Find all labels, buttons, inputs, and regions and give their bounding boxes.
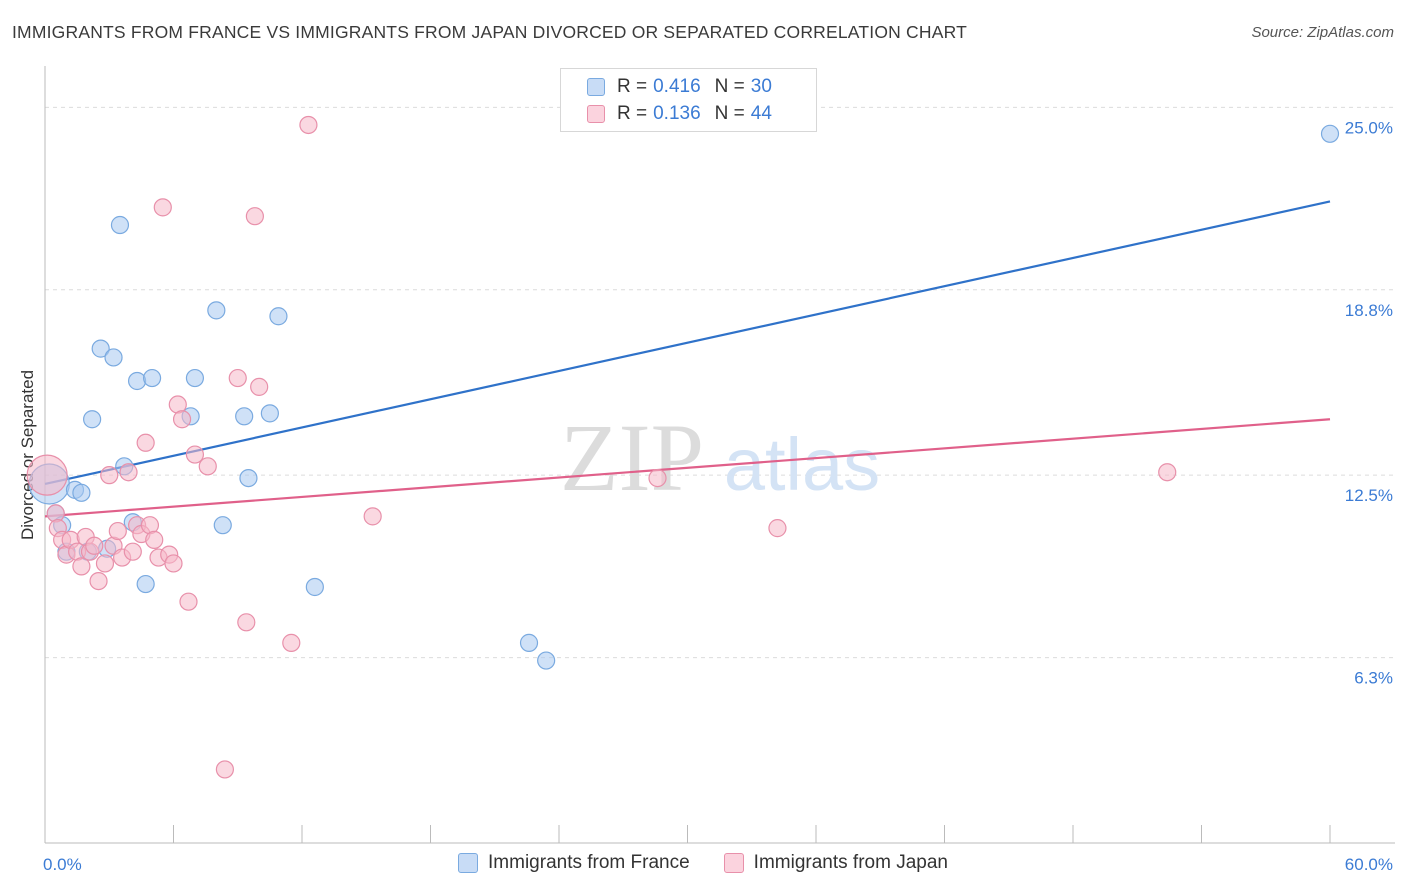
data-point-france: [104, 348, 123, 367]
watermark: ZIP atlas: [560, 404, 880, 511]
data-points: [26, 101, 1340, 779]
data-point-japan: [26, 454, 68, 496]
legend-row-france: R = 0.416 N = 30: [587, 74, 772, 100]
data-point-japan: [95, 554, 115, 573]
data-point-japan: [89, 571, 108, 591]
data-point-japan: [123, 542, 142, 561]
data-point-japan: [179, 592, 198, 611]
data-point-france: [142, 368, 162, 388]
y-tick-label: 6.3%: [1354, 669, 1393, 688]
data-point-japan: [153, 198, 172, 217]
data-point-japan: [145, 530, 164, 549]
y-tick-label: 18.8%: [1345, 301, 1393, 320]
axes: [44, 66, 1395, 844]
data-point-france: [239, 468, 258, 488]
data-point-japan: [198, 457, 217, 476]
y-tick-label: 12.5%: [1345, 486, 1393, 505]
x-tick-label: 0.0%: [43, 855, 82, 874]
data-point-france: [185, 368, 205, 388]
legend-row-japan: R = 0.136 N = 44: [587, 101, 772, 127]
x-tick-label: 60.0%: [1345, 855, 1393, 874]
data-point-japan: [172, 410, 192, 429]
legend-swatch-japan: [587, 105, 605, 123]
trend-line-france: [44, 200, 1331, 486]
series-legend-japan[interactable]: Immigrants from Japan: [723, 852, 948, 874]
data-point-japan: [363, 507, 382, 526]
data-point-france: [519, 633, 539, 652]
series-legend-france[interactable]: Immigrants from France: [458, 852, 690, 874]
data-point-france: [235, 407, 254, 426]
trend-lines: [44, 200, 1331, 518]
legend-n-label: N =: [714, 76, 745, 97]
stats-legend: R = 0.416 N = 30 R = 0.136 N = 44: [560, 68, 817, 132]
legend-r-value: 0.416: [653, 76, 701, 97]
data-point-france: [537, 651, 556, 670]
data-point-france: [269, 307, 288, 326]
series-label-france: Immigrants from France: [488, 852, 690, 873]
legend-r-label: R =: [617, 103, 648, 124]
data-point-japan: [282, 633, 301, 652]
chart-title: IMMIGRANTS FROM FRANCE VS IMMIGRANTS FRO…: [12, 22, 968, 42]
legend-swatch-france: [587, 78, 605, 96]
data-point-japan: [237, 613, 256, 632]
tick-labels: 6.3% 12.5% 18.8% 25.0% 0.0% 60.0%: [43, 118, 1393, 874]
data-point-france: [305, 577, 324, 597]
data-point-france: [136, 574, 155, 594]
data-point-japan: [119, 463, 138, 482]
data-point-japan: [648, 468, 667, 488]
data-point-france: [127, 371, 147, 391]
series-label-japan: Immigrants from Japan: [753, 852, 948, 873]
data-point-japan: [215, 760, 234, 779]
y-tick-label: 25.0%: [1345, 118, 1393, 137]
legend-n-label: N =: [714, 103, 745, 124]
watermark-zip: ZIP: [560, 404, 704, 511]
data-point-japan: [1158, 463, 1177, 482]
grid-lines: [45, 106, 1395, 659]
data-point-japan: [185, 445, 205, 464]
data-point-japan: [228, 368, 247, 388]
data-point-france: [83, 410, 102, 429]
legend-n-value: 44: [750, 103, 772, 124]
data-point-japan: [72, 557, 91, 576]
data-point-japan: [108, 521, 127, 541]
data-point-france: [1320, 124, 1340, 143]
data-point-france: [91, 339, 110, 358]
source-credit: Source: ZipAtlas.com: [1251, 24, 1394, 41]
data-point-japan: [85, 536, 104, 555]
watermark-atlas: atlas: [724, 423, 880, 506]
legend-n-value: 30: [750, 76, 772, 97]
legend-r-label: R =: [617, 76, 648, 97]
data-point-japan: [299, 115, 318, 135]
data-point-japan: [136, 433, 155, 452]
data-point-japan: [100, 466, 119, 485]
data-point-japan: [250, 377, 269, 396]
data-point-japan: [768, 519, 787, 538]
data-point-france: [213, 516, 232, 535]
data-point-japan: [245, 207, 264, 226]
data-point-france: [72, 483, 91, 502]
trend-line-japan: [44, 418, 1331, 518]
data-point-france: [260, 404, 279, 423]
legend-r-value: 0.136: [653, 103, 701, 124]
series-swatch-japan: [723, 853, 744, 873]
series-legend: Immigrants from France Immigrants from J…: [0, 852, 1406, 874]
data-point-japan: [164, 554, 183, 573]
series-swatch-france: [458, 853, 479, 873]
data-point-france: [110, 215, 130, 235]
data-point-france: [207, 301, 226, 320]
